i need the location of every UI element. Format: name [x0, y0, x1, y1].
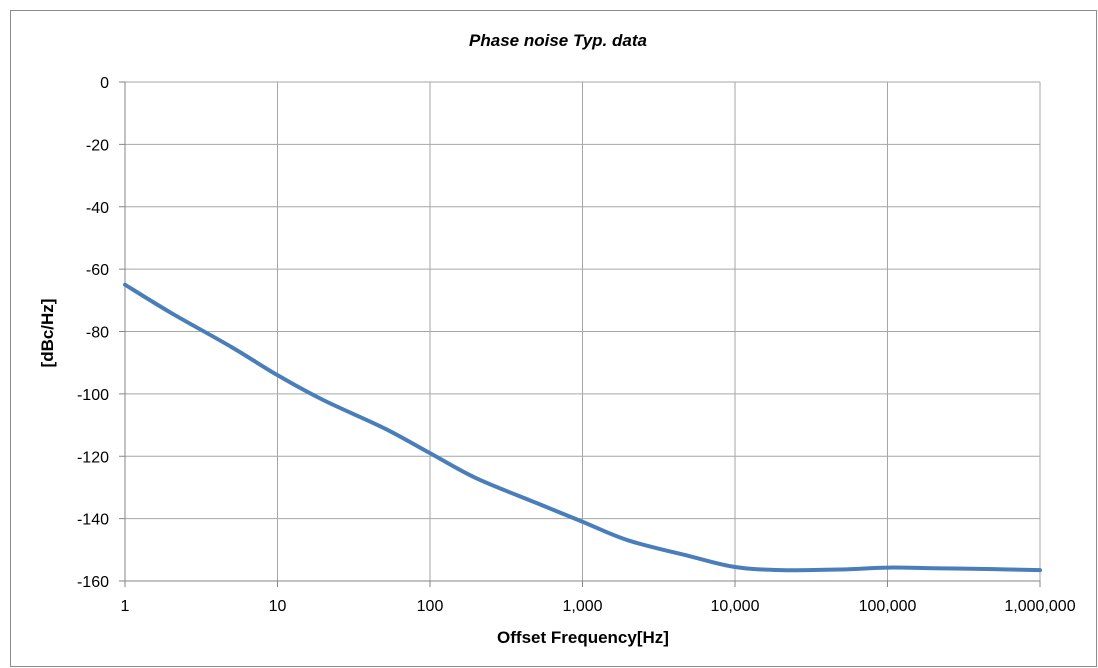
grid-layer — [125, 81, 1041, 581]
y-tick-label: -80 — [86, 325, 109, 342]
x-tick-label: 1 — [121, 598, 130, 615]
chart-title: Phase noise Typ. data — [469, 31, 647, 50]
x-tick-label: 1,000 — [562, 598, 602, 615]
x-tick-label: 10 — [269, 598, 287, 615]
y-tick-label: -40 — [86, 200, 109, 217]
x-tick-label: 100,000 — [859, 598, 917, 615]
x-tick-label: 100 — [417, 598, 444, 615]
series-line — [123, 282, 1042, 573]
y-tick-label: -60 — [86, 262, 109, 279]
y-tick-label: -160 — [77, 574, 109, 591]
x-axis-label: Offset Frequency[Hz] — [497, 628, 669, 647]
axes-layer — [119, 81, 1041, 587]
x-tick-label: 1,000,000 — [1004, 598, 1075, 615]
y-tick-label: 0 — [100, 75, 109, 92]
y-tick-label: -140 — [77, 512, 109, 529]
chart-frame — [10, 10, 1097, 667]
y-tick-label: -100 — [77, 387, 109, 404]
y-tick-label: -120 — [77, 449, 109, 466]
y-tick-label: -20 — [86, 137, 109, 154]
series-layer — [123, 282, 1042, 573]
tick-labels: 0 -20 -40 -60 -80 -100 -120 -140 -160 1 10 100 1,000… — [77, 75, 1076, 615]
y-axis-label: [dBc/Hz] — [38, 299, 57, 368]
x-tick-label: 10,000 — [711, 598, 760, 615]
